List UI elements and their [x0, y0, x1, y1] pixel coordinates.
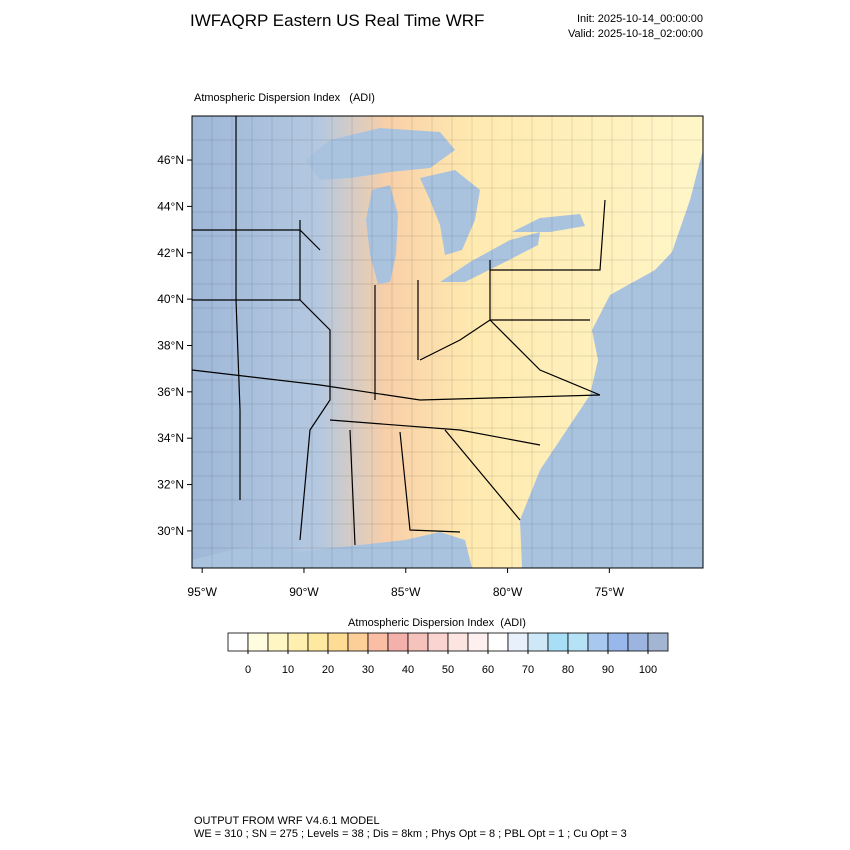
border [192, 369, 601, 401]
colorbar-box [447, 632, 469, 652]
border [329, 419, 541, 446]
colorbar-tick-label: 60 [482, 664, 494, 676]
x-tick-label: 85°W [391, 585, 421, 599]
lake-erie [440, 232, 540, 282]
lake-superior [305, 128, 455, 180]
grid [211, 116, 673, 568]
y-tick-label: 44°N [157, 199, 184, 213]
colorbar-box [607, 632, 629, 652]
county-grid [192, 116, 703, 568]
state-borders [192, 116, 606, 546]
colorbar-tick-label: 70 [522, 664, 534, 676]
colorbar-box [367, 632, 389, 652]
border [374, 199, 606, 400]
land [192, 116, 703, 568]
x-tick-label: 95°W [187, 585, 217, 599]
lake-michigan [366, 185, 398, 284]
map-area [192, 116, 703, 568]
title: IWFAQRP Eastern US Real Time WRF [190, 11, 484, 30]
y-tick-label: 46°N [157, 153, 184, 167]
colorbar-box [247, 632, 269, 652]
border [192, 299, 331, 541]
colorbar-tick-label: 100 [639, 664, 657, 676]
colorbar-tick-label: 20 [322, 664, 334, 676]
colorbar-tick-label: 10 [282, 664, 294, 676]
map-title: Atmospheric Dispersion Index (ADI) [194, 92, 375, 104]
colorbar-box [387, 632, 409, 652]
y-tick-label: 36°N [157, 385, 184, 399]
colorbar-box [567, 632, 589, 652]
colorbar-box [647, 632, 669, 652]
lake-ontario [512, 214, 585, 232]
footer-line1: OUTPUT FROM WRF V4.6.1 MODEL [194, 815, 380, 827]
border [349, 429, 521, 546]
colorbar-box [527, 632, 549, 652]
colorbar-tick-label: 80 [562, 664, 574, 676]
colorbar-box [587, 632, 609, 652]
y-tick-label: 32°N [157, 478, 184, 492]
colorbar-box [507, 632, 529, 652]
border [419, 319, 601, 396]
y-tick-label: 42°N [157, 246, 184, 260]
colorbar-box [327, 632, 349, 652]
colorbar-tick-label: 50 [442, 664, 454, 676]
colorbar-box [347, 632, 369, 652]
colorbar-tick-label: 90 [602, 664, 614, 676]
footer-line2: WE = 310 ; SN = 275 ; Levels = 38 ; Dis … [194, 828, 627, 840]
colorbar-box [547, 632, 569, 652]
x-tick-label: 80°W [493, 585, 523, 599]
valid-time: Valid: 2025-10-18_02:00:00 [568, 28, 703, 40]
colorbar-tick-label: 30 [362, 664, 374, 676]
colorbar-box [307, 632, 329, 652]
colorbar-box [487, 632, 509, 652]
colorbar-box [627, 632, 649, 652]
colorbar-box [267, 632, 289, 652]
colorbar-box [427, 632, 449, 652]
y-tick-label: 34°N [157, 431, 184, 445]
y-tick-label: 38°N [157, 338, 184, 352]
colorbar-box [287, 632, 309, 652]
colorbar-tick-label: 40 [402, 664, 414, 676]
grid [192, 139, 703, 549]
colorbar-tick-label: 0 [245, 664, 251, 676]
colorbar-title: Atmospheric Dispersion Index (ADI) [348, 617, 526, 629]
colorbar-box [227, 632, 249, 652]
lake-huron [420, 170, 480, 255]
x-tick-label: 90°W [289, 585, 319, 599]
init-time: Init: 2025-10-14_00:00:00 [577, 13, 703, 25]
map-frame [191, 115, 704, 569]
x-tick-label: 75°W [595, 585, 625, 599]
border [192, 220, 321, 300]
colorbar-box [407, 632, 429, 652]
y-tick-label: 30°N [157, 524, 184, 538]
border [235, 116, 241, 500]
y-tick-label: 40°N [157, 292, 184, 306]
colorbar-box [467, 632, 489, 652]
